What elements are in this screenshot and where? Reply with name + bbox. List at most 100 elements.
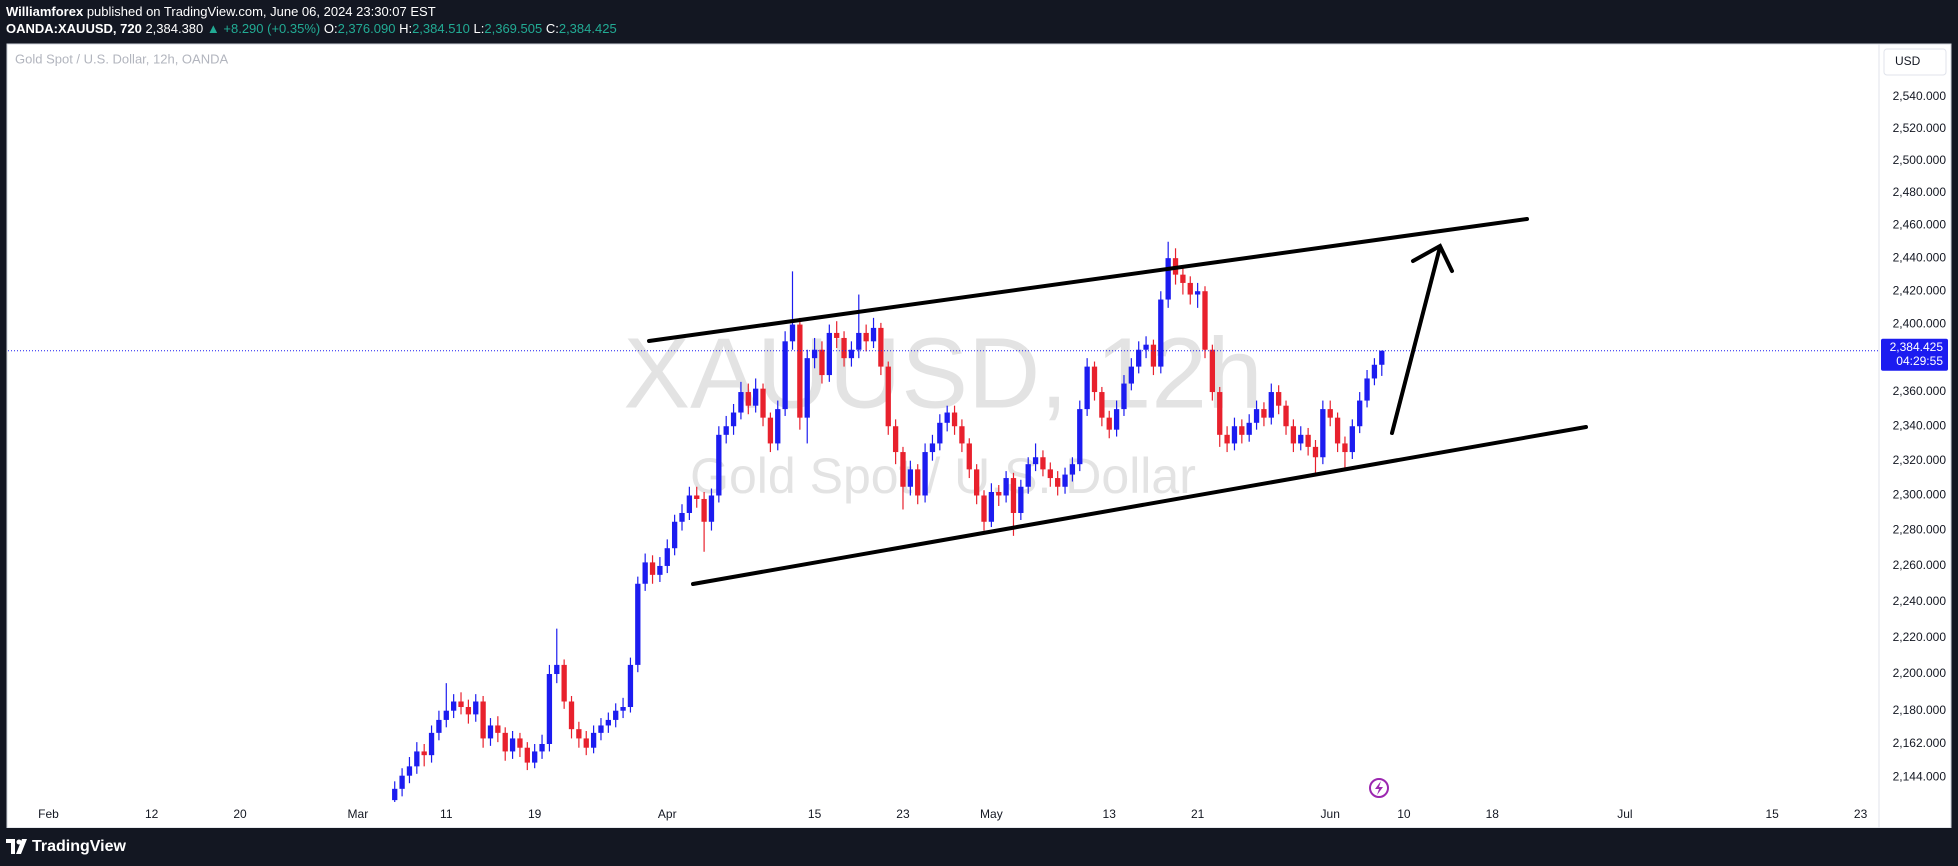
candle-body — [502, 732, 508, 752]
candle-body — [620, 707, 626, 711]
chart: XAUUSD, 12h Gold Spot / U.S. Dollar Gold… — [6, 43, 1952, 828]
ohlc-label: L: — [473, 21, 485, 36]
candle-body — [1136, 349, 1142, 367]
candle-body — [1025, 464, 1031, 487]
candle-body — [392, 788, 398, 801]
candle-body — [937, 422, 943, 444]
published: published on TradingView.com, June 06, 2… — [86, 4, 436, 19]
candle-body — [1357, 400, 1363, 427]
currency-label[interactable]: USD — [1895, 54, 1921, 68]
y-tick-label: 2,480.000 — [1893, 185, 1947, 199]
candle-body — [848, 349, 855, 359]
arrow-head[interactable] — [1411, 243, 1454, 273]
candle-body — [1202, 291, 1208, 350]
currency-button[interactable] — [1883, 48, 1947, 76]
x-tick-label: 18 — [1486, 807, 1500, 821]
candle-body — [863, 332, 869, 342]
candle-body — [701, 498, 707, 522]
plot — [8, 241, 1879, 802]
candle-body — [1231, 426, 1238, 444]
candle-body — [1209, 349, 1216, 393]
watermark-symbol: XAUUSD, 12h — [623, 317, 1262, 429]
publish-line: Williamforex published on TradingView.co… — [6, 4, 436, 19]
ohlc-label: H: — [399, 21, 413, 36]
brand-logo — [6, 839, 27, 854]
ohlc-label: O: — [323, 21, 338, 36]
candle-body — [436, 719, 442, 733]
watermark-description: Gold Spot / U.S. Dollar — [690, 448, 1196, 504]
candle-body — [414, 751, 420, 767]
candle-body — [892, 426, 899, 453]
candle-body — [1283, 405, 1289, 427]
y-tick-label: 2,360.000 — [1893, 384, 1947, 398]
candle-body — [1091, 366, 1098, 393]
candle-body — [856, 332, 862, 350]
candle-body — [465, 707, 472, 715]
candle-body — [834, 332, 840, 338]
symbol: OANDA:XAUUSD, 720 — [6, 21, 142, 36]
candle-body — [1224, 434, 1230, 444]
candle-body — [1305, 434, 1311, 447]
candle-body — [959, 426, 965, 444]
footer: TradingView — [0, 828, 1958, 866]
change: ▲ +8.290 (+0.35%) — [206, 21, 321, 36]
candle-body — [1121, 383, 1127, 410]
y-tick-label: 2,440.000 — [1893, 250, 1947, 264]
candle-body — [789, 324, 796, 342]
y-tick-label: 2,500.000 — [1893, 153, 1947, 167]
candle-body — [1047, 469, 1053, 479]
ohlc-value: 2,376.090 — [337, 21, 396, 36]
candle-body — [1010, 478, 1017, 513]
candle-body — [1143, 344, 1149, 350]
drawings — [647, 217, 1588, 586]
ohlc-value: 2,369.505 — [484, 21, 543, 36]
candle-body — [598, 725, 604, 733]
candle-body — [1312, 446, 1319, 458]
candle-body — [649, 562, 656, 575]
candle-body — [1327, 409, 1333, 418]
candle-body — [539, 743, 545, 752]
candle-body — [1364, 378, 1370, 401]
candle-body — [458, 701, 464, 708]
candle-body — [988, 491, 995, 522]
candle-body — [1342, 443, 1348, 453]
alert-icon[interactable] — [1369, 778, 1389, 798]
chart-frame — [6, 43, 1952, 828]
candle-body — [738, 392, 744, 413]
candle-body — [973, 469, 980, 496]
lower-trendline[interactable] — [691, 425, 1588, 586]
y-tick-label: 2,200.000 — [1893, 666, 1947, 680]
candle-body — [730, 412, 737, 427]
candle-body — [723, 426, 729, 435]
brand[interactable]: TradingView — [32, 838, 126, 855]
candle-body — [1290, 426, 1297, 444]
candle-body — [694, 495, 700, 499]
candle-body — [966, 443, 972, 470]
candle-body — [1320, 409, 1326, 458]
candle-body — [406, 766, 413, 776]
candle-body — [554, 664, 560, 675]
candle-body — [487, 725, 494, 739]
arrow-line[interactable] — [1390, 245, 1442, 435]
candle-body — [1158, 299, 1164, 367]
candle-body — [428, 732, 435, 756]
x-tick-label: Jul — [1617, 807, 1632, 821]
y-tick-label: 2,220.000 — [1893, 630, 1947, 644]
author[interactable]: Williamforex — [6, 4, 84, 19]
candle-body — [671, 521, 678, 549]
candle-body — [399, 775, 405, 789]
candle-body — [1106, 417, 1112, 430]
upper-trendline[interactable] — [647, 217, 1529, 343]
x-tick-label: 15 — [808, 807, 822, 821]
candle-body — [1032, 457, 1039, 465]
chart-title: Gold Spot / U.S. Dollar, 12h, OANDA — [15, 51, 228, 66]
candle-body — [760, 388, 766, 418]
candle-body — [1069, 464, 1076, 475]
candle-body — [686, 495, 693, 513]
candle-body — [826, 332, 832, 376]
candle-body — [517, 738, 523, 748]
x-tick-label: 10 — [1397, 807, 1411, 821]
candle-body — [1261, 409, 1267, 418]
candle-body — [981, 495, 987, 522]
